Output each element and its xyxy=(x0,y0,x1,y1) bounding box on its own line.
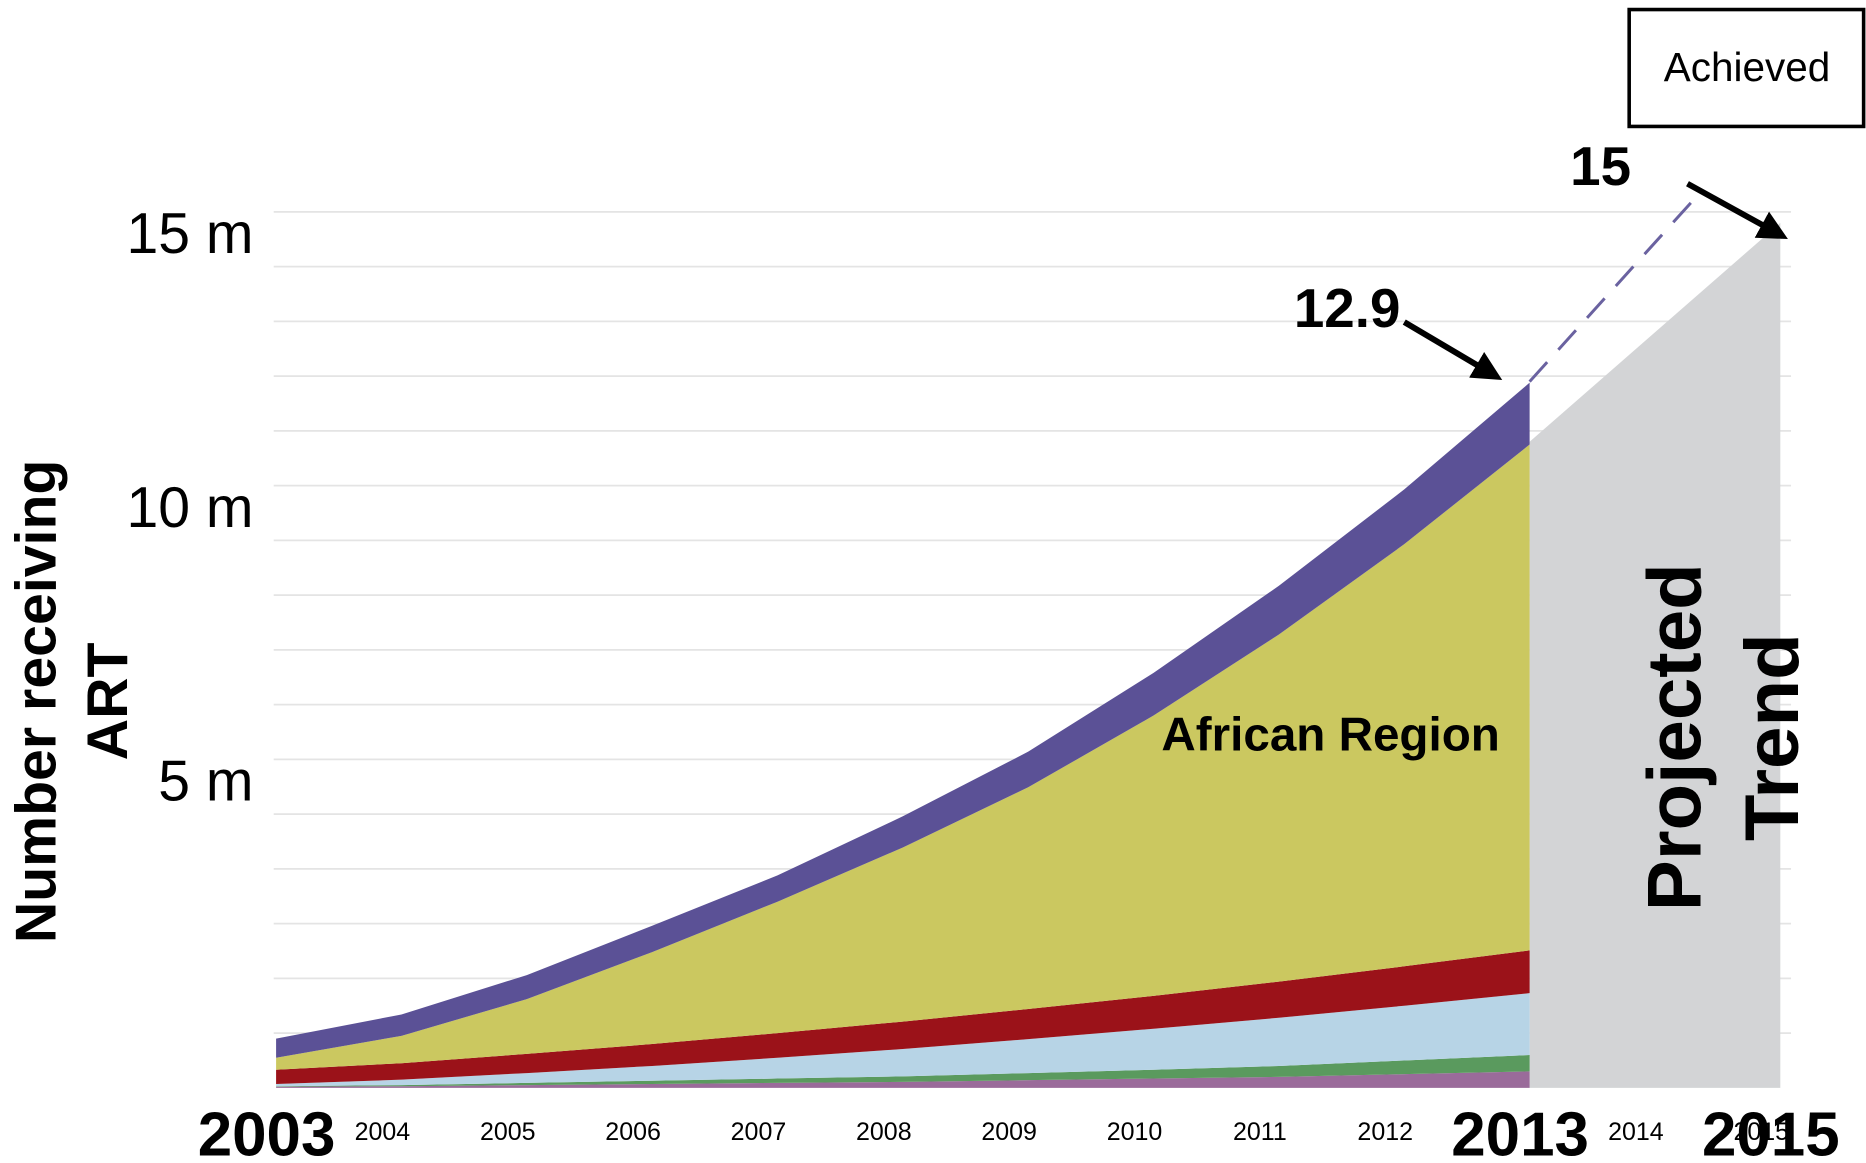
y-tick-label: 10 m xyxy=(127,476,254,540)
x-tick-label: 2005 xyxy=(480,1118,536,1146)
area-label: African Region xyxy=(1161,709,1499,762)
x-tick-label: 2011 xyxy=(1233,1118,1287,1146)
x-tick-label: 2008 xyxy=(856,1118,912,1146)
projected-label-line: Projected xyxy=(1633,563,1718,911)
x-tick-label: 2007 xyxy=(731,1118,787,1146)
y-tick-label: 5 m xyxy=(158,750,253,814)
arrow xyxy=(1402,319,1503,380)
y-axis-label-line: Number receiving xyxy=(5,460,69,944)
y-tick-label: 15 m xyxy=(127,202,254,266)
area xyxy=(276,993,1530,1087)
arrow xyxy=(1686,181,1788,240)
legend-box xyxy=(1627,7,1866,129)
projected-label: Projected Trend xyxy=(1633,563,1815,911)
legend-box-text: Achieved xyxy=(1664,44,1830,90)
annotation: 12.9 xyxy=(1294,277,1401,339)
area xyxy=(276,444,1530,1070)
area xyxy=(276,950,1530,1085)
x-tick-label: 2012 xyxy=(1357,1118,1413,1146)
projected-label-line: Trend xyxy=(1730,633,1815,841)
x-tick-label: 2009 xyxy=(981,1118,1037,1146)
y-axis-label: Number receiving ART xyxy=(5,460,140,944)
area xyxy=(276,1055,1530,1087)
annotation: 15 xyxy=(1570,135,1631,197)
x-tick-label: 2010 xyxy=(1107,1118,1163,1146)
major-x-tick-label: 2003 xyxy=(198,1100,336,1163)
x-tick-label: 2004 xyxy=(355,1118,411,1146)
x-tick-label: 2014 xyxy=(1608,1118,1664,1146)
major-x-tick-label: 2013 xyxy=(1451,1100,1589,1163)
major-x-tick-label: 2015 xyxy=(1702,1100,1840,1163)
area xyxy=(276,1071,1530,1088)
projected-area xyxy=(1529,222,1781,1088)
y-axis-label-line: ART xyxy=(76,642,140,760)
x-tick-label: 2006 xyxy=(605,1118,661,1146)
x-tick-label: 2015 xyxy=(1733,1118,1789,1146)
